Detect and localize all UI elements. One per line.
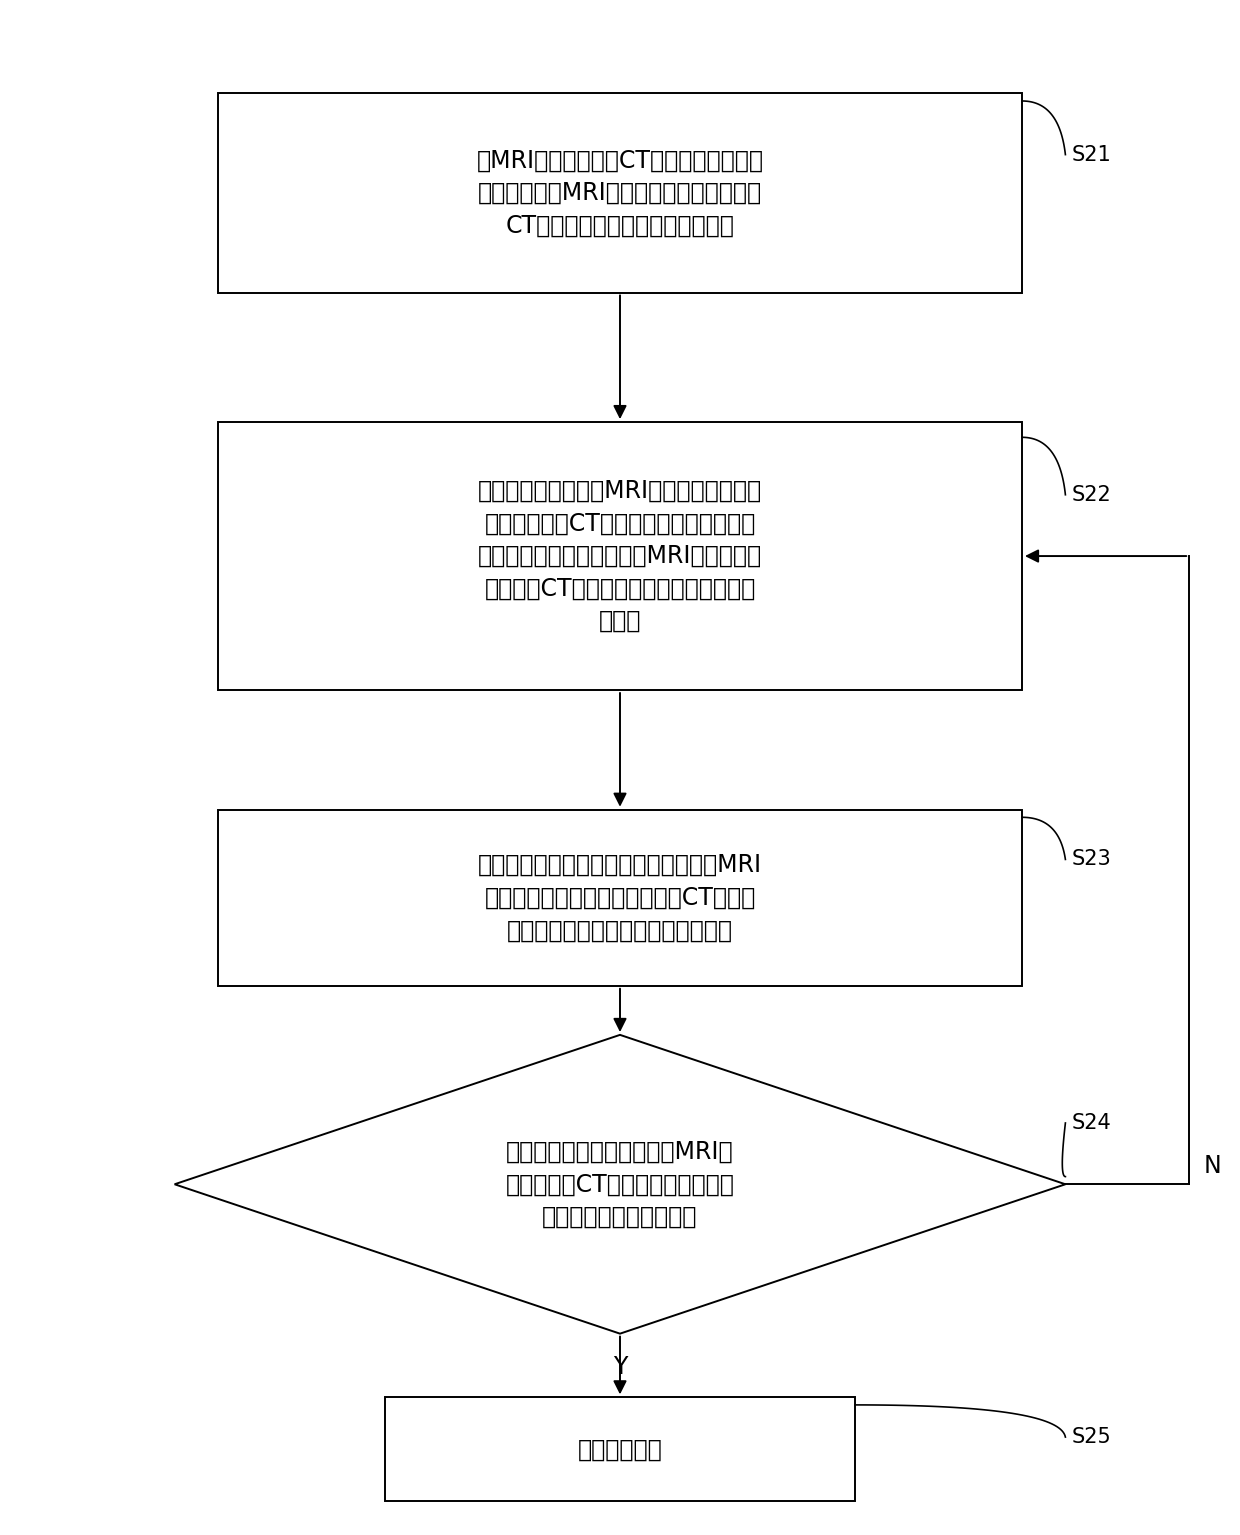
Text: S25: S25 [1071,1428,1111,1448]
Text: 使用第二尺度将经过第一尺度调节后的MRI
图像中的部分图像像素和植入后CT图像中
的部分图像像素再次进行旋转和平移: 使用第二尺度将经过第一尺度调节后的MRI 图像中的部分图像像素和植入后CT图像中… [477,853,763,942]
Bar [218,94,1022,293]
Text: Y: Y [613,1355,627,1380]
Polygon shape [175,1035,1065,1334]
Bar [384,1397,856,1501]
Text: 使用第一尺度分别对MRI图像中的部分图像
像素和植入后CT图像中的部分图像像素进
行旋转、平移和比对，直到MRI图像的轮廓
与植入后CT图像的轮廓的相似度达到第: 使用第一尺度分别对MRI图像中的部分图像 像素和植入后CT图像中的部分图像像素进… [477,479,763,632]
Text: 将MRI图像和植入后CT图像转换到同一坐
标系下，并将MRI图像的物理中心与植入后
CT图像的物理中心移动到同一个点: 将MRI图像和植入后CT图像转换到同一坐 标系下，并将MRI图像的物理中心与植入… [476,149,764,238]
Text: 结束配准过程: 结束配准过程 [578,1437,662,1461]
Text: 判断经过第二尺度调节后的MRI图
像和植入后CT图像对应位置像素的
相似度是否达到第二相似: 判断经过第二尺度调节后的MRI图 像和植入后CT图像对应位置像素的 相似度是否达… [506,1139,734,1230]
Text: S22: S22 [1071,485,1111,505]
Bar [218,809,1022,985]
Bar [218,422,1022,691]
Text: S23: S23 [1071,849,1111,869]
Text: N: N [1204,1154,1221,1177]
Text: S24: S24 [1071,1113,1111,1133]
Text: S21: S21 [1071,144,1111,164]
